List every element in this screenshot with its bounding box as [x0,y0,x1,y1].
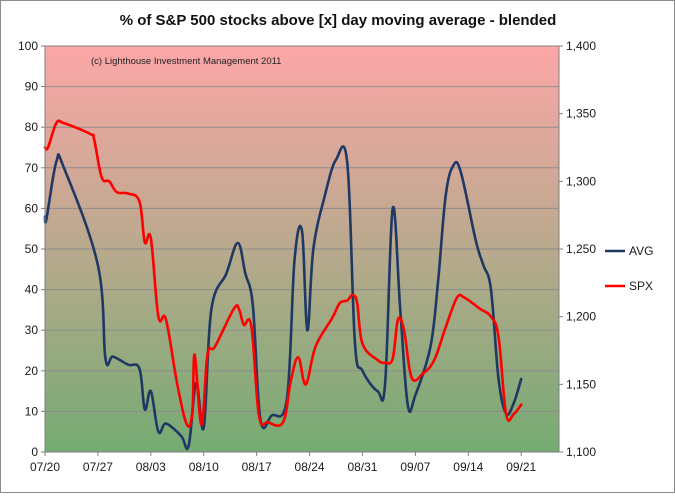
right-tick-label: 1,400 [566,39,596,53]
left-tick-label: 80 [25,120,39,134]
x-tick-label: 08/17 [242,460,272,474]
legend: AVG SPX [605,244,653,293]
left-tick-label: 100 [18,39,38,53]
left-tick-label: 10 [25,404,39,418]
left-tick-label: 90 [25,80,39,94]
left-tick-label: 40 [25,283,39,297]
legend-label-avg: AVG [629,244,653,258]
left-tick-label: 0 [31,445,38,459]
left-tick-label: 50 [25,242,39,256]
x-tick-label: 08/03 [136,460,166,474]
left-tick-label: 70 [25,161,39,175]
right-tick-label: 1,250 [566,242,596,256]
x-tick-label: 07/27 [83,460,113,474]
x-tick-label: 08/10 [189,460,219,474]
x-tick-label: 08/24 [295,460,325,474]
right-axis-ticks: 1,100 1,150 1,200 1,250 1,300 1,350 1,400 [559,39,596,459]
series-line-avg [43,145,523,451]
left-tick-label: 60 [25,201,39,215]
series-line-spx [43,119,523,428]
right-tick-label: 1,100 [566,445,596,459]
x-tick-label: 08/31 [347,460,377,474]
chart-title: % of S&P 500 stocks above [x] day moving… [120,12,557,29]
plot-area-border [44,45,560,453]
x-axis-ticks: 07/20 07/27 08/03 08/10 08/17 08/24 08/31 09/07… [30,452,537,474]
x-tick-label: 07/20 [30,460,60,474]
series-lines [43,119,523,451]
legend-label-spx: SPX [629,279,653,293]
right-tick-label: 1,150 [566,377,596,391]
right-tick-label: 1,200 [566,310,596,324]
left-axis-ticks: 0 10 20 30 40 50 60 70 80 90 100 [18,39,45,459]
x-tick-label: 09/14 [453,460,483,474]
x-tick-label: 09/07 [400,460,430,474]
left-tick-label: 30 [25,323,39,337]
left-tick-label: 20 [25,364,39,378]
x-tick-label: 09/21 [506,460,536,474]
right-tick-label: 1,350 [566,107,596,121]
copyright-annotation: (c) Lighthouse Investment Management 201… [91,56,281,67]
right-tick-label: 1,300 [566,174,596,188]
